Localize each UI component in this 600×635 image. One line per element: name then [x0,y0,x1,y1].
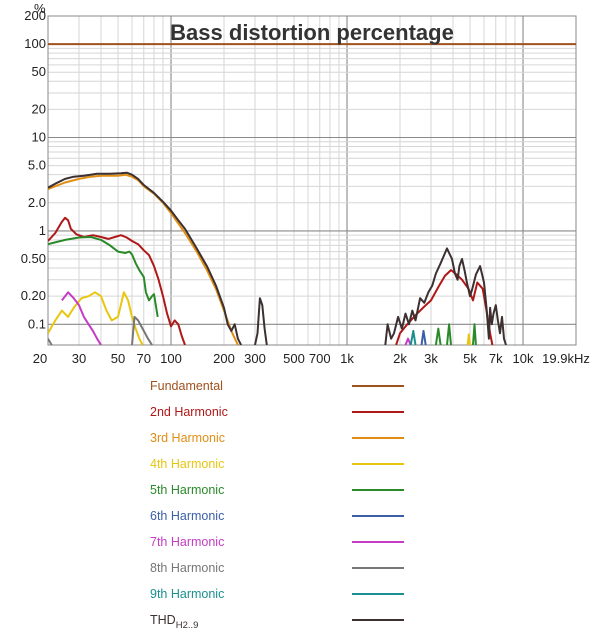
x-tick-label: 200 [213,351,235,366]
x-tick-label: 10k [513,351,534,366]
legend-label: 4th Harmonic [150,457,224,471]
series-lines [48,43,576,345]
legend-label: 5th Harmonic [150,483,224,497]
legend-label: 8th Harmonic [150,561,224,575]
series-line-4th-harmonic [48,291,144,345]
series-line-5th-harmonic [434,327,442,345]
legend-label: 2nd Harmonic [150,405,228,419]
legend-label: Fundamental [150,379,223,393]
grid [47,15,577,345]
legend: Fundamental 2nd Harmonic 3rd Harmonic 4th H… [150,379,404,631]
legend-label: 9th Harmonic [150,587,224,601]
x-tick-label: 30 [72,351,86,366]
series-line-6th-harmonic [420,329,427,345]
x-axis: 20 30 50 70 100 200 300 500 700 1k 2k 3k 5k 7k 10k 19.9… [33,351,590,366]
x-tick-label: 100 [160,351,182,366]
y-tick-label: 5.0 [28,158,46,173]
x-tick-label: 1k [340,351,354,366]
legend-label: THDH2..9 [150,613,198,631]
y-tick-label: 200 [24,8,46,23]
x-tick-label: 500 [283,351,305,366]
y-tick-label: 0.1 [28,316,46,331]
y-tick-label: 100 [24,36,46,51]
legend-label: 3rd Harmonic [150,431,225,445]
chart-title: Bass distortion percentage [170,20,454,45]
series-line-5th-harmonic [446,323,452,345]
y-axis-label: % [34,1,46,16]
x-tick-label: 5k [463,351,477,366]
x-tick-label: 20 [33,351,47,366]
x-tick-label: 50 [111,351,125,366]
y-axis: 200 100 50 20 10 5.0 2.0 1 0.50 0.20 0.1 [21,8,46,331]
series-line-7th-harmonic [404,337,412,345]
series-line-7th-harmonic [61,291,102,345]
y-tick-label: 0.50 [21,251,46,266]
x-tick-label: 3k [424,351,438,366]
legend-label-subscript: H2..9 [176,620,199,631]
y-tick-label: 1 [39,223,46,238]
series-line-thd [384,247,507,345]
x-tick-label: 19.9kHz [542,351,590,366]
y-tick-label: 50 [32,64,46,79]
y-tick-label: 10 [32,130,46,145]
series-line-5th-harmonic [472,323,477,345]
series-line-9th-harmonic [409,329,417,345]
x-tick-label: 300 [244,351,266,366]
y-tick-label: 20 [32,101,46,116]
series-line-4th-harmonic [466,333,471,345]
y-tick-label: 2.0 [28,195,46,210]
x-tick-label: 70 [137,351,151,366]
x-tick-label: 7k [489,351,503,366]
plot-frame [47,15,577,346]
series-line-5th-harmonic [48,236,159,318]
series-line-8th-harmonic [48,338,53,345]
y-tick-label: 0.20 [21,288,46,303]
series-line-2nd-harmonic [48,216,186,345]
legend-label: 6th Harmonic [150,509,224,523]
legend-label: 7th Harmonic [150,535,224,549]
series-line-2nd-harmonic [395,269,494,345]
series-line-thd [254,297,268,345]
series-line-3rd-harmonic [48,173,239,345]
series-line-8th-harmonic [131,315,153,345]
series-line-thd [48,171,242,345]
x-tick-label: 700 [309,351,331,366]
x-tick-label: 2k [393,351,407,366]
